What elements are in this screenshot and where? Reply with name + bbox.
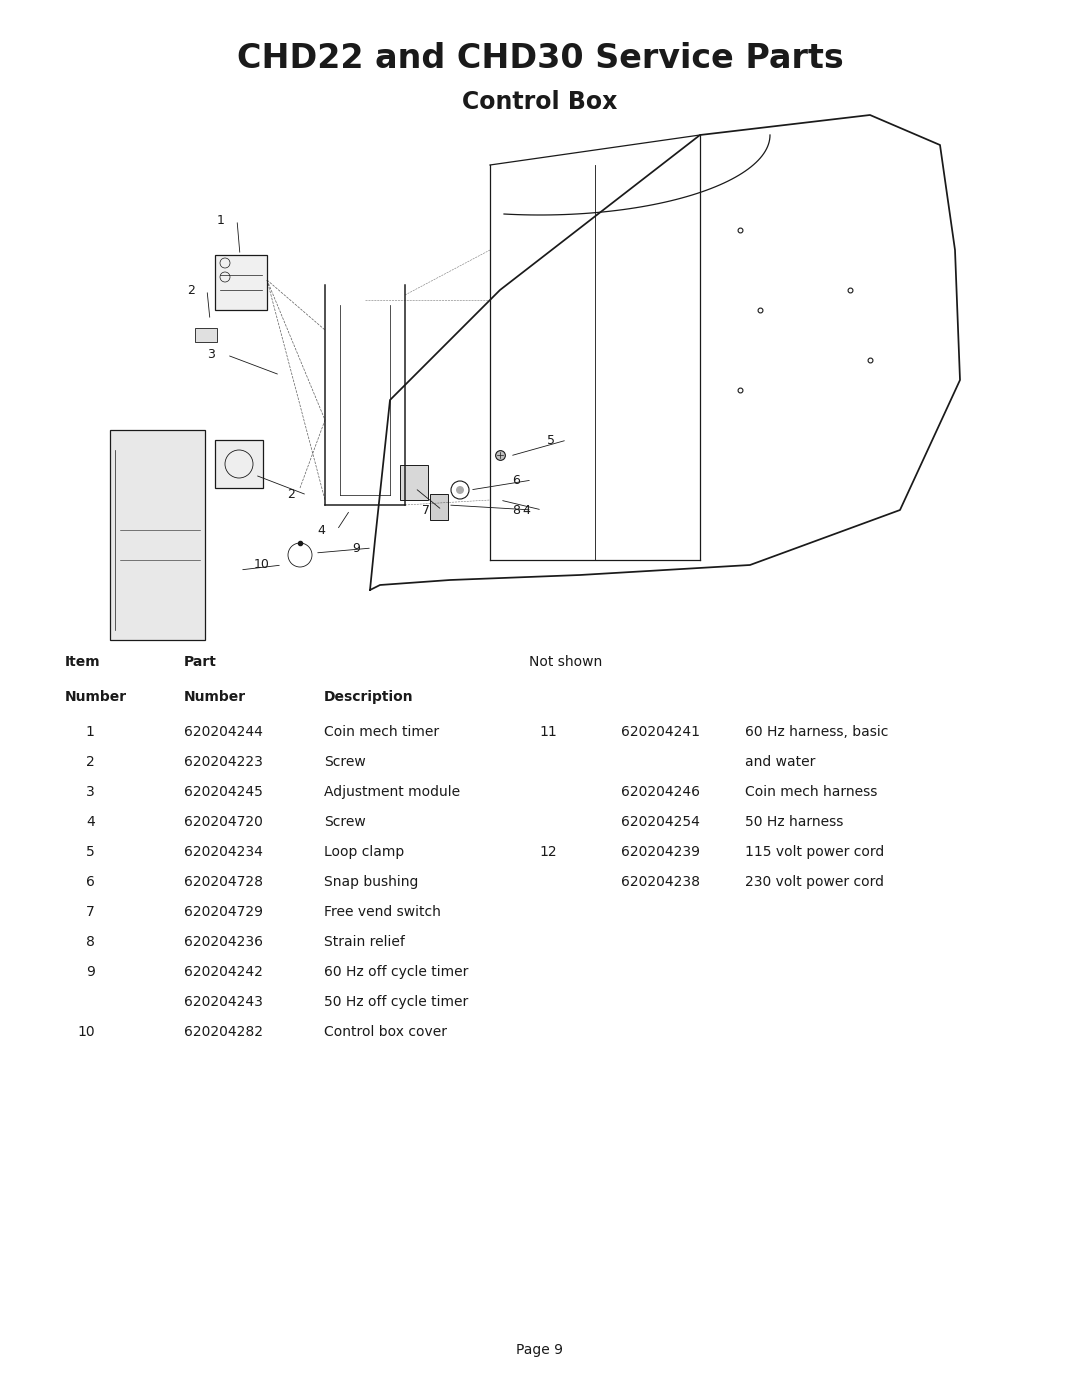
Text: 620204245: 620204245 [184,785,262,799]
Text: 5: 5 [86,845,95,859]
Text: 620204720: 620204720 [184,814,262,828]
Text: 2: 2 [86,754,95,768]
Text: Part: Part [184,655,216,669]
Text: Number: Number [184,690,246,704]
FancyBboxPatch shape [195,328,217,342]
Text: 620204729: 620204729 [184,905,262,919]
Text: 6: 6 [86,875,95,888]
Text: Adjustment module: Adjustment module [324,785,460,799]
Text: 6: 6 [512,474,519,486]
Text: Coin mech harness: Coin mech harness [745,785,878,799]
Text: 1: 1 [86,725,95,739]
Text: Screw: Screw [324,814,366,828]
Text: 60 Hz harness, basic: 60 Hz harness, basic [745,725,889,739]
Text: Loop clamp: Loop clamp [324,845,404,859]
Text: 1: 1 [217,214,225,226]
Text: 620204236: 620204236 [184,935,262,949]
Text: 620204234: 620204234 [184,845,262,859]
Text: 620204238: 620204238 [621,875,700,888]
Text: 60 Hz off cycle timer: 60 Hz off cycle timer [324,965,469,979]
Text: 620204241: 620204241 [621,725,700,739]
Text: 620204244: 620204244 [184,725,262,739]
Text: 10: 10 [77,1025,95,1039]
Text: 8: 8 [512,503,519,517]
Text: 8: 8 [86,935,95,949]
Text: 115 volt power cord: 115 volt power cord [745,845,885,859]
Text: 620204282: 620204282 [184,1025,262,1039]
Text: Coin mech timer: Coin mech timer [324,725,440,739]
Text: 4: 4 [86,814,95,828]
Text: 5: 5 [546,433,555,447]
Text: 620204223: 620204223 [184,754,262,768]
Text: Description: Description [324,690,414,704]
Text: Strain relief: Strain relief [324,935,405,949]
Text: 2: 2 [287,489,295,502]
Text: Control box cover: Control box cover [324,1025,447,1039]
Text: 230 volt power cord: 230 volt power cord [745,875,885,888]
Text: 2: 2 [187,284,195,296]
Text: 9: 9 [86,965,95,979]
FancyBboxPatch shape [110,430,205,640]
Text: 9: 9 [352,542,360,555]
Text: Item: Item [65,655,100,669]
Text: 4: 4 [522,503,530,517]
Text: 12: 12 [540,845,557,859]
Text: 50 Hz off cycle timer: 50 Hz off cycle timer [324,995,469,1009]
Text: Number: Number [65,690,127,704]
FancyBboxPatch shape [215,256,267,310]
Circle shape [456,486,464,495]
Text: 7: 7 [86,905,95,919]
Text: 50 Hz harness: 50 Hz harness [745,814,843,828]
Text: 620204239: 620204239 [621,845,700,859]
Text: Not shown: Not shown [529,655,603,669]
Text: 3: 3 [207,348,215,362]
FancyBboxPatch shape [215,440,264,488]
Text: 620204243: 620204243 [184,995,262,1009]
Text: 4: 4 [318,524,325,536]
Text: 10: 10 [254,559,270,571]
Text: 620204242: 620204242 [184,965,262,979]
Text: Control Box: Control Box [462,89,618,115]
Text: 3: 3 [86,785,95,799]
Text: 7: 7 [422,503,430,517]
FancyBboxPatch shape [430,495,448,520]
Text: 620204254: 620204254 [621,814,700,828]
Text: Snap bushing: Snap bushing [324,875,418,888]
Text: Free vend switch: Free vend switch [324,905,441,919]
Text: CHD22 and CHD30 Service Parts: CHD22 and CHD30 Service Parts [237,42,843,75]
Text: 620204246: 620204246 [621,785,700,799]
Text: 620204728: 620204728 [184,875,262,888]
Text: 11: 11 [539,725,557,739]
Text: and water: and water [745,754,815,768]
FancyBboxPatch shape [400,465,428,500]
Text: Screw: Screw [324,754,366,768]
Text: Page 9: Page 9 [516,1343,564,1356]
